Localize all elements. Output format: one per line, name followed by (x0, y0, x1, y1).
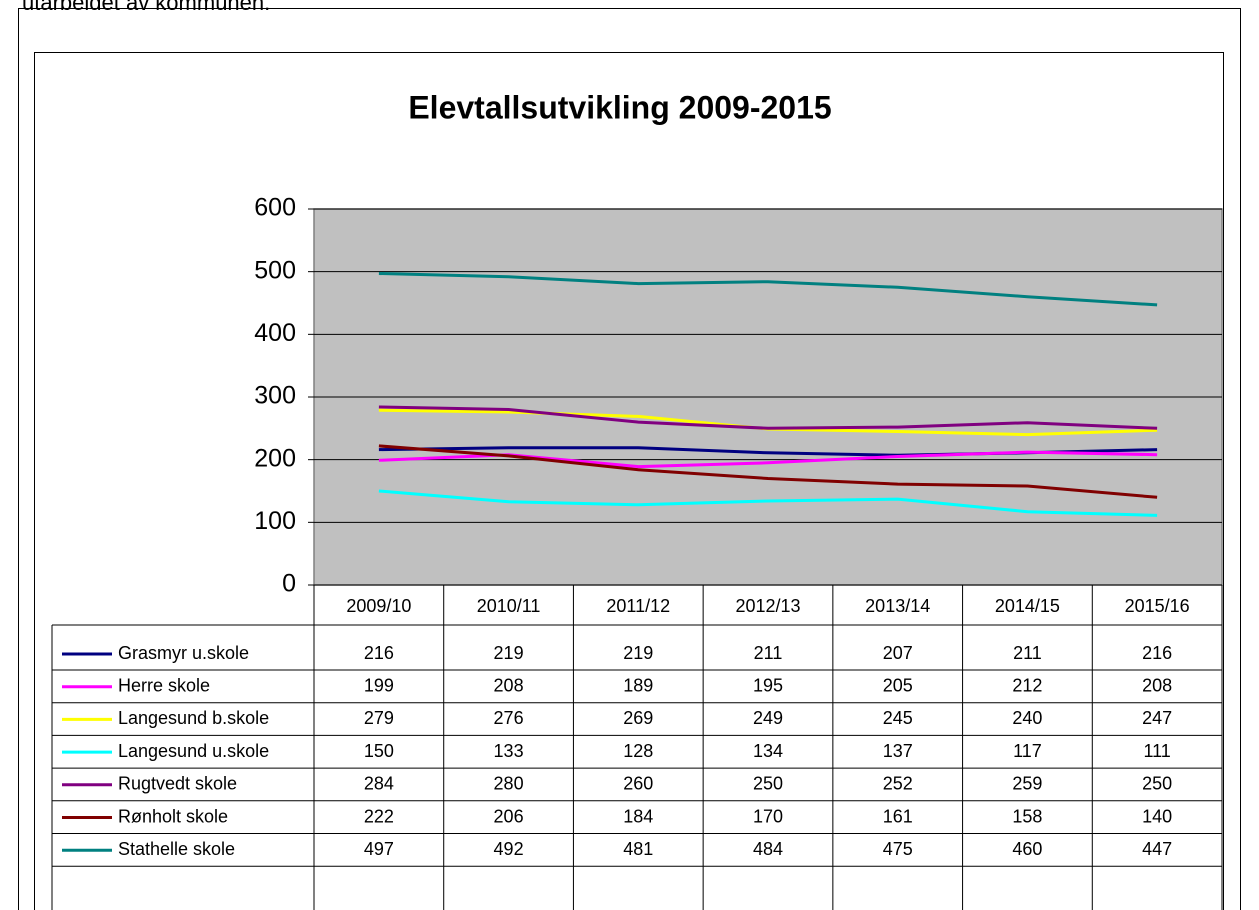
table-value: 189 (623, 675, 653, 695)
y-tick-label: 100 (254, 507, 296, 535)
chart-frame (34, 52, 1224, 910)
table-value: 161 (883, 806, 913, 826)
table-value: 460 (1012, 839, 1042, 859)
legend-label: Rønholt skole (118, 806, 228, 826)
table-value: 208 (494, 675, 524, 695)
table-value: 219 (623, 643, 653, 663)
x-tick-label: 2014/15 (995, 596, 1060, 616)
legend-label: Langesund b.skole (118, 708, 269, 728)
legend-label: Langesund u.skole (118, 741, 269, 761)
table-value: 111 (1143, 741, 1170, 761)
table-value: 205 (883, 675, 913, 695)
table-value: 150 (364, 741, 394, 761)
table-value: 184 (623, 806, 653, 826)
table-value: 284 (364, 774, 394, 794)
y-tick-label: 200 (254, 444, 296, 472)
legend-label: Stathelle skole (118, 839, 235, 859)
table-value: 492 (494, 839, 524, 859)
legend-label: Rugtvedt skole (118, 774, 237, 794)
table-value: 216 (1142, 643, 1172, 663)
table-value: 133 (494, 741, 524, 761)
table-value: 216 (364, 643, 394, 663)
series-line (378, 489, 1158, 517)
lines (378, 272, 1158, 517)
table-value: 481 (623, 839, 653, 859)
table-value: 206 (494, 806, 524, 826)
table-value: 222 (364, 806, 394, 826)
table-value: 280 (494, 774, 524, 794)
y-tick-label: 400 (254, 319, 296, 347)
grid: 0 100 200 300 400 500 600 (254, 194, 1222, 598)
table-value: 252 (883, 774, 913, 794)
table-value: 484 (753, 839, 783, 859)
table-value: 269 (623, 708, 653, 728)
intro-text: utarbeidet av kommunen. (22, 0, 270, 15)
y-tick-label: 0 (282, 570, 296, 598)
legend-label: Herre skole (118, 675, 210, 695)
y-tick-label: 500 (254, 256, 296, 284)
outer-frame (18, 8, 1241, 910)
table-value: 158 (1012, 806, 1042, 826)
table-value: 199 (364, 675, 394, 695)
table-value: 250 (1142, 774, 1172, 794)
y-tick-label: 300 (254, 382, 296, 410)
x-tick-label: 2011/12 (606, 596, 670, 616)
table-value: 211 (754, 643, 783, 663)
table-value: 212 (1012, 675, 1042, 695)
table-value: 170 (753, 806, 783, 826)
legend-label: Grasmyr u.skole (118, 643, 249, 663)
table-value: 259 (1012, 774, 1042, 794)
chart-title: Elevtallsutvikling 2009-2015 (408, 89, 831, 125)
data-table: 2009/10 2010/11 2011/12 2012/13 2013/14 2014/… (51, 585, 1223, 910)
table-value: 219 (494, 643, 524, 663)
x-tick-label: 2009/10 (346, 596, 411, 616)
table-value: 208 (1142, 675, 1172, 695)
y-tick-label: 600 (254, 194, 296, 222)
table-value: 128 (623, 741, 653, 761)
table-value: 279 (364, 708, 394, 728)
table-value: 475 (883, 839, 913, 859)
table-value: 240 (1012, 708, 1042, 728)
table-value: 260 (623, 774, 653, 794)
table-value: 250 (753, 774, 783, 794)
series-line (378, 405, 1158, 430)
table-value: 211 (1013, 643, 1042, 663)
x-tick-label: 2010/11 (477, 596, 541, 616)
table-value: 276 (494, 708, 524, 728)
series-line (378, 444, 1158, 499)
table-value: 247 (1142, 708, 1172, 728)
table-value: 447 (1142, 839, 1172, 859)
table-value: 207 (883, 643, 913, 663)
table-value: 497 (364, 839, 394, 859)
x-tick-label: 2012/13 (735, 596, 800, 616)
table-value: 140 (1142, 806, 1172, 826)
table-value: 195 (753, 675, 783, 695)
x-tick-label: 2015/16 (1125, 596, 1190, 616)
x-tick-label: 2013/14 (865, 596, 930, 616)
table-value: 245 (883, 708, 913, 728)
series-line (378, 272, 1158, 307)
table-value: 134 (753, 741, 783, 761)
table-value: 117 (1013, 741, 1042, 761)
table-value: 137 (883, 741, 913, 761)
table-value: 249 (753, 708, 783, 728)
